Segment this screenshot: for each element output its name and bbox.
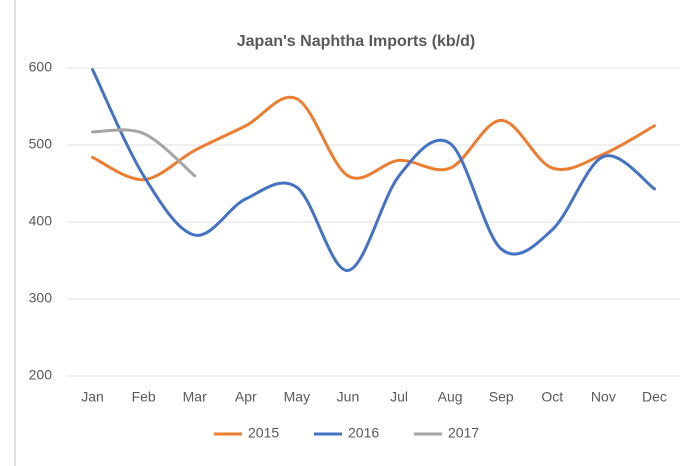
y-tick-label: 400 — [29, 213, 53, 229]
y-tick-label: 600 — [29, 59, 53, 75]
x-tick-label: Nov — [591, 389, 616, 405]
x-tick-label: Apr — [235, 389, 257, 405]
x-tick-label: Oct — [541, 389, 563, 405]
legend-label: 2016 — [348, 425, 379, 441]
x-tick-label: Aug — [438, 389, 463, 405]
x-tick-label: Dec — [642, 389, 667, 405]
x-tick-label: Feb — [132, 389, 156, 405]
y-tick-label: 500 — [29, 136, 53, 152]
legend-label: 2017 — [448, 425, 479, 441]
x-tick-label: May — [284, 389, 310, 405]
series-line — [91, 68, 656, 273]
x-tick-label: Jul — [390, 389, 408, 405]
y-tick-label: 300 — [29, 290, 53, 306]
legend-label: 2015 — [248, 425, 279, 441]
series-line — [91, 95, 656, 182]
series-line — [91, 128, 197, 178]
x-tick-label: Mar — [183, 389, 207, 405]
x-tick-label: Jun — [337, 389, 360, 405]
x-tick-label: Sep — [489, 389, 514, 405]
chart-title: Japan's Naphtha Imports (kb/d) — [237, 33, 476, 50]
y-tick-label: 200 — [29, 367, 53, 383]
x-tick-label: Jan — [81, 389, 104, 405]
